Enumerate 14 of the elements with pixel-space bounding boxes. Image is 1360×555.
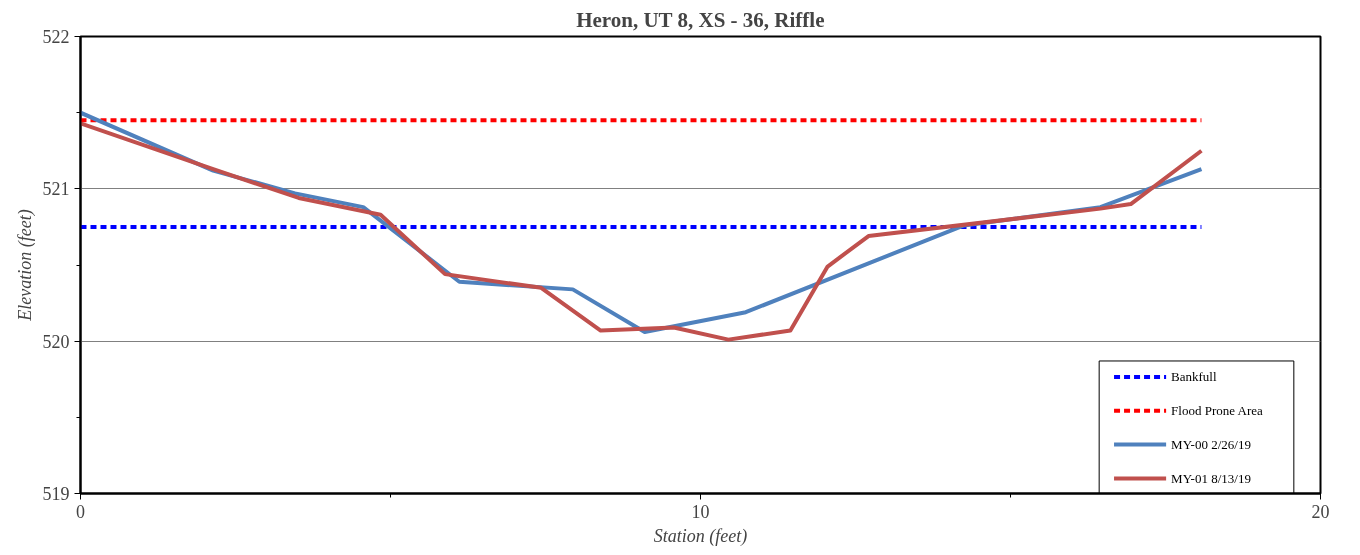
- y-tick-label: 522: [42, 27, 70, 47]
- legend-label: MY-00 2/26/19: [1171, 437, 1251, 453]
- x-tick-label: 20: [1311, 501, 1330, 522]
- y-tick-label: 520: [42, 331, 70, 352]
- legend-label: Flood Prone Area: [1171, 403, 1264, 419]
- chart-title: Heron, UT 8, XS - 36, Riffle: [576, 7, 825, 32]
- y-tick-label: 519: [42, 484, 70, 504]
- y-axis-title: Elevation (feet): [14, 209, 36, 322]
- y-tick-label: 521: [42, 179, 70, 200]
- x-axis-title: Station (feet): [653, 525, 748, 547]
- x-tick-label: 10: [691, 501, 710, 522]
- legend-label: Bankfull: [1171, 369, 1217, 385]
- legend-label: MY-01 8/13/19: [1171, 470, 1251, 486]
- x-tick-label: 0: [76, 501, 85, 522]
